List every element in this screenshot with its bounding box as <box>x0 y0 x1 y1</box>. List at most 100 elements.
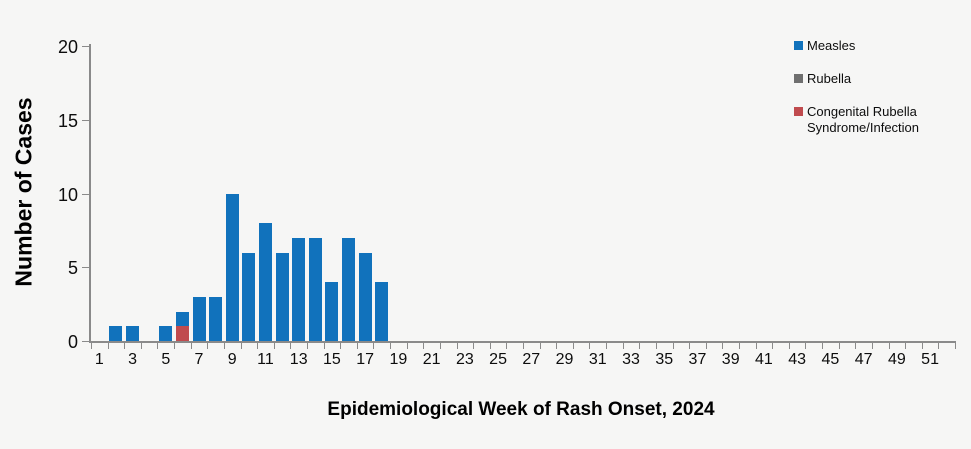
x-tick-label: 3 <box>128 351 137 368</box>
x-axis-tick <box>240 343 242 349</box>
x-tick-label: 21 <box>422 351 441 368</box>
x-axis-tick <box>606 343 608 349</box>
x-axis-tick <box>572 343 574 349</box>
y-axis-line <box>89 44 91 343</box>
x-axis-tick <box>722 343 724 349</box>
x-tick-label: 29 <box>555 351 574 368</box>
bar-week-13-measles <box>292 237 306 341</box>
bar-week-9-measles <box>225 193 239 341</box>
x-tick-label: 37 <box>688 351 707 368</box>
x-axis-tick <box>639 343 641 349</box>
bar-week-18-measles <box>375 282 389 341</box>
y-tick-label: 15 <box>57 110 78 131</box>
x-axis-tick <box>423 343 425 349</box>
legend-swatch-icon <box>794 74 803 83</box>
x-axis-tick <box>273 343 275 349</box>
x-axis-tick <box>755 343 757 349</box>
x-axis-tick <box>140 343 142 349</box>
x-axis-tick <box>373 343 375 349</box>
x-tick-label: 47 <box>854 351 873 368</box>
x-tick-label: 33 <box>622 351 640 368</box>
x-axis-tick <box>672 343 674 349</box>
x-axis-tick <box>190 343 192 349</box>
x-axis-tick <box>456 343 458 349</box>
x-tick-label: 17 <box>356 351 375 368</box>
x-axis-tick <box>489 343 491 349</box>
x-axis-tick <box>938 343 940 349</box>
x-axis-tick <box>207 343 209 349</box>
bar-week-16-measles <box>342 237 356 341</box>
x-tick-label: 7 <box>194 351 204 368</box>
x-axis-tick <box>439 343 441 349</box>
legend-label: Rubella <box>807 71 852 86</box>
bar-week-6-measles <box>175 311 189 327</box>
x-axis-tick <box>523 343 524 349</box>
x-axis-tick <box>107 343 109 349</box>
x-axis-line <box>89 341 956 343</box>
x-axis-tick <box>290 343 292 349</box>
x-tick-label: 39 <box>721 351 740 368</box>
bar-week-6-congenital <box>175 326 189 341</box>
bar-week-2-measles <box>109 326 123 341</box>
y-axis-tick <box>82 267 89 269</box>
x-tick-label: 25 <box>489 351 507 368</box>
y-axis-tick <box>82 46 89 47</box>
x-axis-tick <box>340 343 342 349</box>
x-tick-label: 27 <box>522 351 541 368</box>
legend: Measles Rubella Congenital Rubella Syndrom… <box>794 38 939 136</box>
y-tick-label: 20 <box>57 37 78 57</box>
x-axis-tick <box>888 343 890 349</box>
x-axis-tick <box>871 343 873 349</box>
x-axis-tick <box>788 343 790 349</box>
x-tick-label: 1 <box>94 351 104 368</box>
x-tick-label: 15 <box>323 351 341 368</box>
x-axis-tick <box>390 343 392 349</box>
x-axis-tick <box>91 343 92 349</box>
bar-week-12-measles <box>275 252 289 341</box>
x-axis-tick <box>356 343 358 349</box>
y-axis-tick <box>82 341 89 342</box>
x-axis-tick <box>406 343 408 349</box>
x-tick-label: 11 <box>257 351 274 368</box>
x-tick-label: 41 <box>755 351 773 368</box>
legend-label: Congenital Rubella Syndrome/Infection <box>807 104 920 135</box>
x-axis-tick <box>955 343 956 349</box>
x-axis-tick <box>539 343 541 349</box>
legend-item-congenital: Congenital Rubella Syndrome/Infection <box>794 104 939 136</box>
x-axis-tick <box>855 343 857 349</box>
legend-item-rubella: Rubella <box>794 71 939 87</box>
x-axis-tick <box>921 343 923 349</box>
x-axis-tick <box>174 343 176 349</box>
x-tick-label: 19 <box>389 351 408 368</box>
x-axis-title: Epidemiological Week of Rash Onset, 2024 <box>327 399 715 420</box>
bar-week-11-measles <box>258 223 272 341</box>
x-axis-tick <box>257 343 259 349</box>
bar-week-15-measles <box>325 282 339 341</box>
x-axis-tick <box>622 343 624 349</box>
x-tick-label: 13 <box>289 351 308 368</box>
x-tick-label: 9 <box>227 351 237 368</box>
x-axis-tick <box>556 343 558 349</box>
x-axis-tick <box>124 343 126 349</box>
x-axis-tick <box>772 343 774 349</box>
bar-week-3-measles <box>126 326 140 341</box>
bar-week-14-measles <box>308 237 322 341</box>
x-tick-label: 45 <box>821 351 840 368</box>
x-axis-tick <box>323 343 325 349</box>
x-axis-tick <box>822 343 824 349</box>
x-axis-tick <box>838 343 840 349</box>
x-axis-tick <box>307 343 308 349</box>
x-axis-tick <box>705 343 707 349</box>
x-tick-label: 49 <box>887 351 906 368</box>
x-axis-tick <box>506 343 508 349</box>
legend-label: Measles <box>807 38 856 53</box>
x-axis-tick <box>589 343 591 349</box>
y-tick-label: 10 <box>57 184 78 205</box>
legend-item-measles: Measles <box>794 38 939 54</box>
y-axis-tick <box>82 193 89 195</box>
x-tick-label: 31 <box>588 351 607 368</box>
bar-week-17-measles <box>358 252 372 341</box>
x-tick-label: 51 <box>921 351 939 368</box>
bar-week-10-measles <box>242 252 256 341</box>
